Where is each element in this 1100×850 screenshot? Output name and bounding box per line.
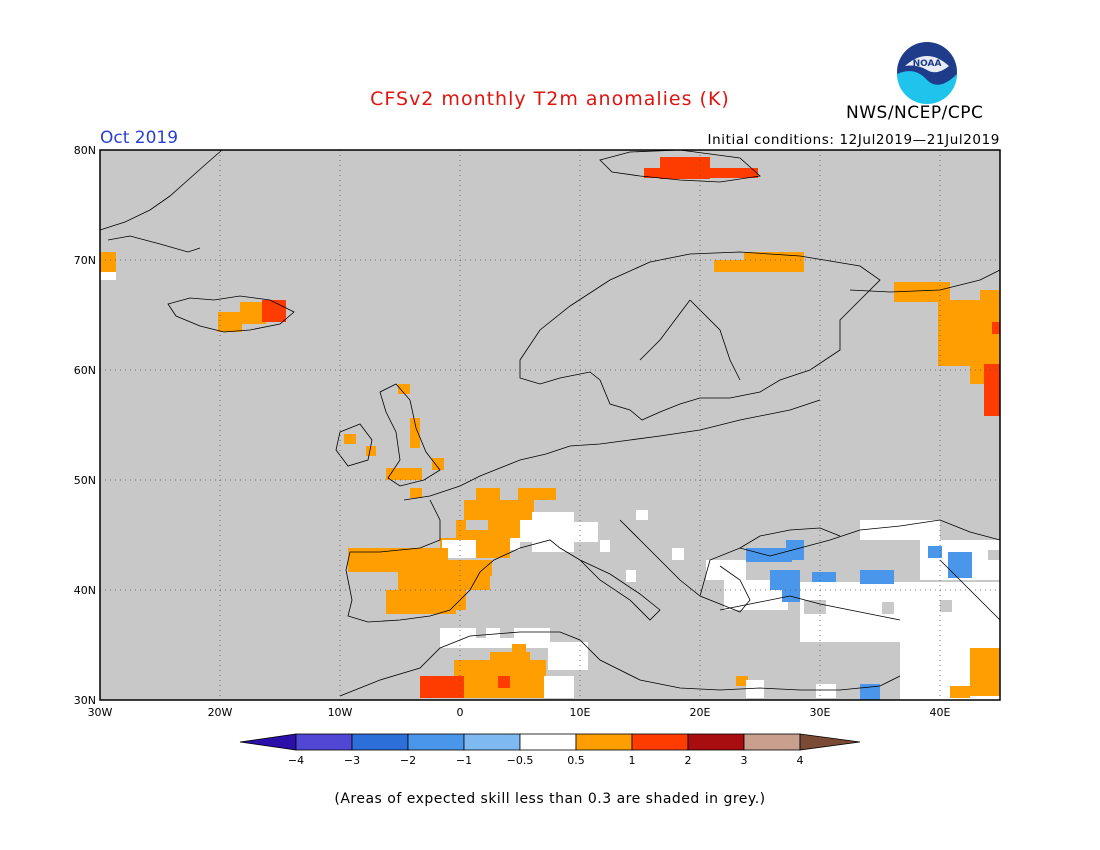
colorbar-label: −0.5 bbox=[507, 754, 534, 767]
lat-tick-label: 40N bbox=[74, 584, 96, 597]
colorbar-label: 4 bbox=[797, 754, 804, 767]
agency-label: NWS/NCEP/CPC bbox=[846, 103, 984, 123]
colorbar-segment bbox=[799, 733, 861, 751]
colorbar-label: 3 bbox=[741, 754, 748, 767]
noaa-logo-text: NOAA bbox=[913, 59, 942, 69]
lon-axis: 30W 20W 10W 0 10E 20E 30E 40E bbox=[88, 706, 951, 719]
anomaly-cells bbox=[100, 157, 1000, 700]
colorbar-segment bbox=[519, 733, 577, 751]
colorbar-segment bbox=[295, 733, 353, 751]
colorbar-label: −2 bbox=[400, 754, 416, 767]
colorbar-segment bbox=[743, 733, 801, 751]
colorbar-label: 2 bbox=[685, 754, 692, 767]
skill-footnote: (Areas of expected skill less than 0.3 a… bbox=[334, 791, 766, 807]
colorbar-segment bbox=[407, 733, 465, 751]
colorbar-labels: −4 −3 −2 −1 −0.5 0.5 1 2 3 4 bbox=[288, 754, 804, 767]
lat-tick-label: 30N bbox=[74, 694, 96, 707]
forecast-month: Oct 2019 bbox=[100, 128, 179, 148]
lon-tick-label: 0 bbox=[457, 706, 464, 719]
colorbar bbox=[239, 733, 861, 751]
colorbar-label: 1 bbox=[629, 754, 636, 767]
colorbar-segment bbox=[239, 733, 297, 751]
lat-tick-label: 60N bbox=[74, 364, 96, 377]
colorbar-label: 0.5 bbox=[567, 754, 585, 767]
lat-tick-label: 70N bbox=[74, 254, 96, 267]
map-frame bbox=[99, 149, 1001, 701]
gridlines bbox=[100, 150, 1000, 700]
colorbar-label: −4 bbox=[288, 754, 304, 767]
colorbar-segment bbox=[351, 733, 409, 751]
lon-tick-label: 30E bbox=[810, 706, 831, 719]
colorbar-label: −3 bbox=[344, 754, 360, 767]
colorbar-segment bbox=[463, 733, 521, 751]
initial-conditions: Initial conditions: 12Jul2019—21Jul2019 bbox=[707, 132, 1000, 148]
colorbar-segment bbox=[687, 733, 745, 751]
lat-axis: 30N 40N 50N 60N 70N 80N bbox=[74, 144, 96, 707]
lon-tick-label: 20E bbox=[690, 706, 711, 719]
colorbar-label: −1 bbox=[456, 754, 472, 767]
lon-tick-label: 40E bbox=[930, 706, 951, 719]
noaa-logo: NOAA bbox=[897, 42, 957, 104]
lat-tick-label: 50N bbox=[74, 474, 96, 487]
colorbar-segment bbox=[575, 733, 633, 751]
lon-tick-label: 30W bbox=[88, 706, 113, 719]
map-title: CFSv2 monthly T2m anomalies (K) bbox=[370, 88, 730, 110]
lon-tick-label: 10E bbox=[570, 706, 591, 719]
lon-tick-label: 10W bbox=[328, 706, 353, 719]
lon-tick-label: 20W bbox=[208, 706, 233, 719]
colorbar-segment bbox=[631, 733, 689, 751]
lat-tick-label: 80N bbox=[74, 144, 96, 157]
